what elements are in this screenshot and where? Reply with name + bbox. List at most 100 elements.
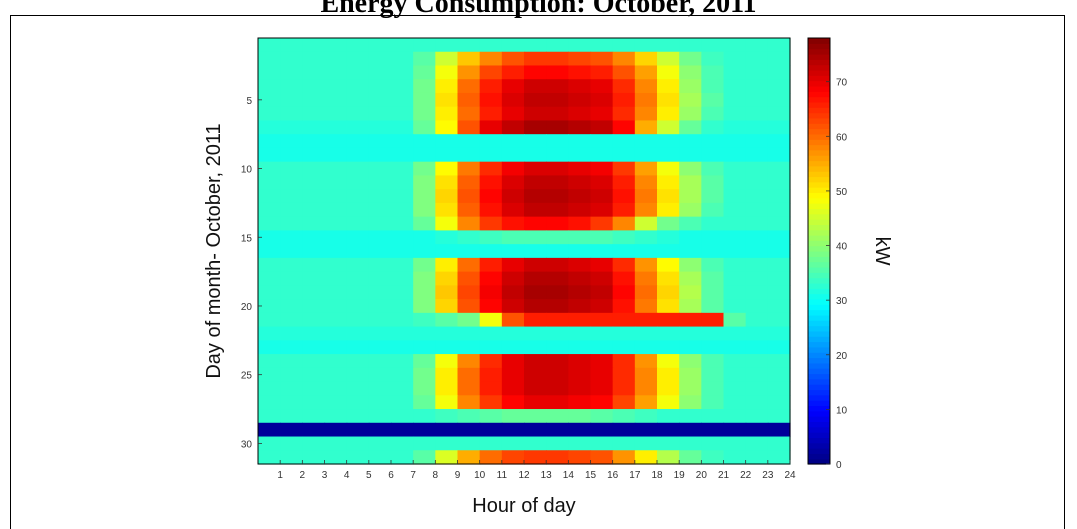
heatmap-cell bbox=[346, 354, 370, 369]
heatmap-cell bbox=[479, 257, 503, 273]
heatmap-cell bbox=[590, 202, 614, 218]
heatmap-cell bbox=[723, 65, 747, 80]
colorbar-segment bbox=[808, 219, 830, 225]
heatmap-cell bbox=[391, 216, 414, 231]
heatmap-cell bbox=[501, 92, 525, 108]
colorbar-segment bbox=[808, 96, 830, 103]
heatmap-cell bbox=[258, 367, 281, 383]
heatmap-cell bbox=[634, 244, 658, 259]
heatmap-cell bbox=[501, 257, 525, 273]
heatmap-cell bbox=[435, 230, 459, 245]
heatmap-cell bbox=[568, 312, 592, 328]
heatmap-cell bbox=[457, 312, 481, 328]
heatmap-cell bbox=[346, 257, 370, 273]
heatmap-cell bbox=[701, 271, 725, 286]
heatmap-cell bbox=[479, 354, 503, 369]
heatmap-cell bbox=[546, 51, 569, 67]
heatmap-cell bbox=[590, 326, 614, 341]
heatmap-cell bbox=[723, 189, 747, 204]
heatmap-cell bbox=[657, 285, 680, 300]
heatmap-cell bbox=[435, 367, 459, 383]
colorbar-segment bbox=[808, 187, 830, 194]
heatmap-cell bbox=[346, 326, 370, 341]
heatmap-cell bbox=[302, 175, 326, 190]
heatmap-cell bbox=[590, 79, 614, 94]
heatmap-cell bbox=[745, 161, 769, 177]
heatmap-cell bbox=[479, 51, 503, 67]
heatmap-cell bbox=[457, 326, 481, 341]
heatmap-cell bbox=[679, 436, 702, 451]
heatmap-cell bbox=[590, 367, 614, 383]
colorbar-segment bbox=[808, 112, 830, 119]
heatmap-cell bbox=[391, 381, 414, 396]
heatmap-cell bbox=[479, 340, 503, 355]
heatmap-cell bbox=[701, 79, 725, 94]
heatmap-cell bbox=[346, 189, 370, 204]
heatmap-cell bbox=[280, 285, 303, 300]
heatmap-cell bbox=[457, 354, 481, 369]
heatmap-cell bbox=[280, 65, 303, 80]
heatmap-cell bbox=[745, 79, 769, 94]
heatmap-cell bbox=[391, 120, 414, 135]
x-tick-label: 6 bbox=[388, 470, 394, 481]
heatmap-cell bbox=[302, 161, 326, 177]
x-axis-label: Hour of day bbox=[472, 495, 575, 517]
heatmap-cell bbox=[568, 120, 592, 135]
heatmap-cell bbox=[391, 326, 414, 341]
colorbar-segment bbox=[808, 400, 830, 407]
heatmap-cell bbox=[568, 216, 592, 231]
heatmap-cell bbox=[612, 65, 636, 80]
heatmap-cell bbox=[324, 216, 348, 231]
heatmap-cell bbox=[745, 147, 769, 163]
heatmap-cell bbox=[413, 395, 436, 410]
heatmap-cell bbox=[280, 409, 303, 424]
heatmap-cell bbox=[546, 65, 569, 80]
heatmap-cell bbox=[546, 409, 569, 424]
heatmap-cell bbox=[280, 312, 303, 328]
heatmap-cell bbox=[767, 285, 791, 300]
heatmap-cell bbox=[679, 409, 702, 424]
heatmap-cell bbox=[568, 175, 592, 190]
heatmap-cell bbox=[612, 409, 636, 424]
heatmap-cell bbox=[258, 312, 281, 328]
heatmap-cell bbox=[546, 395, 569, 410]
heatmap-cell bbox=[546, 216, 569, 231]
heatmap-cell bbox=[324, 409, 348, 424]
heatmap-cell bbox=[701, 326, 725, 341]
heatmap-cell bbox=[391, 147, 414, 163]
heatmap-cell bbox=[368, 257, 392, 273]
heatmap-cell bbox=[634, 326, 658, 341]
heatmap-cell bbox=[679, 381, 702, 396]
heatmap-cell bbox=[745, 51, 769, 67]
heatmap-cell bbox=[258, 120, 281, 135]
heatmap-cell bbox=[258, 175, 281, 190]
colorbar-segment bbox=[808, 203, 830, 209]
heatmap-cell bbox=[413, 354, 436, 369]
heatmap-cell bbox=[679, 134, 702, 149]
heatmap-cell bbox=[280, 367, 303, 383]
colorbar-segment bbox=[808, 405, 830, 412]
heatmap-cell bbox=[546, 340, 569, 355]
heatmap-cell bbox=[302, 257, 326, 273]
heatmap-cell bbox=[546, 175, 569, 190]
heatmap-cell bbox=[524, 92, 547, 108]
heatmap-cell bbox=[590, 230, 614, 245]
heatmap-cell bbox=[479, 285, 503, 300]
heatmap-cell bbox=[546, 450, 569, 465]
heatmap-cell bbox=[701, 65, 725, 80]
colorbar-segment bbox=[808, 325, 830, 332]
heatmap-cell bbox=[723, 147, 747, 163]
heatmap-cell bbox=[302, 299, 326, 314]
heatmap-cell bbox=[612, 230, 636, 245]
heatmap-cell bbox=[701, 189, 725, 204]
colorbar-tick-label: 30 bbox=[836, 296, 848, 307]
heatmap-cell bbox=[723, 381, 747, 396]
heatmap-cell bbox=[501, 354, 525, 369]
heatmap-cell bbox=[457, 189, 481, 204]
heatmap-cell bbox=[679, 175, 702, 190]
colorbar-segment bbox=[808, 362, 830, 369]
x-tick-label: 15 bbox=[585, 470, 597, 481]
heatmap-cell bbox=[568, 450, 592, 465]
heatmap-cell bbox=[745, 326, 769, 341]
heatmap-cell bbox=[346, 161, 370, 177]
